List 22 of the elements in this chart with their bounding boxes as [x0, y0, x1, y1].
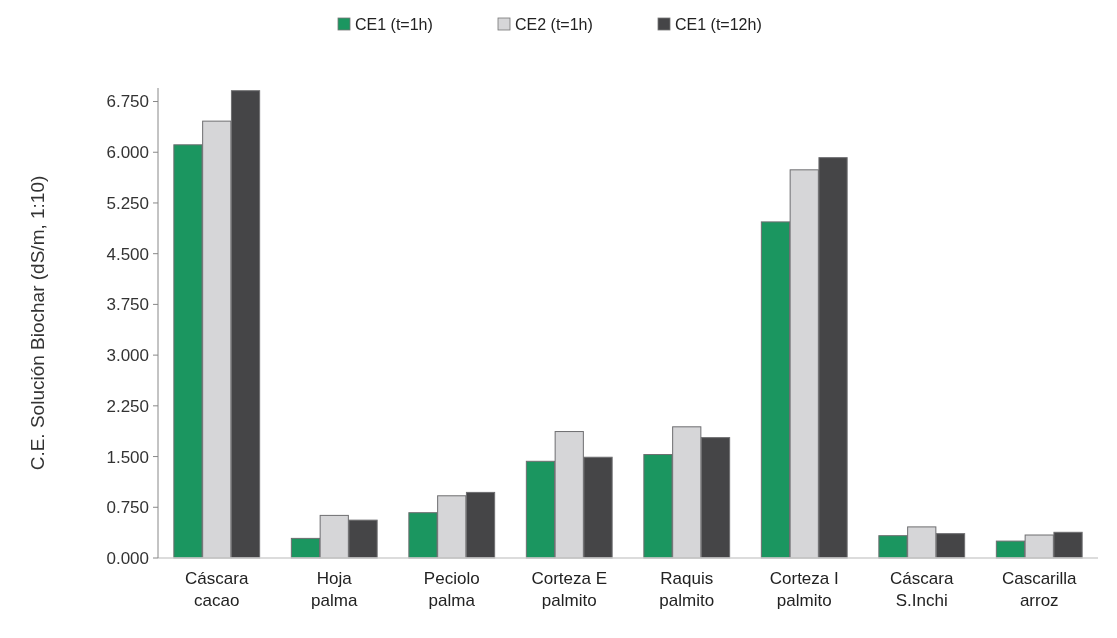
- x-tick-label: Corteza I palmito: [769, 569, 839, 610]
- y-axis-title: C.E. Solución Biochar (dS/m, 1:10): [27, 175, 48, 471]
- y-tick-label: 2.250: [106, 396, 149, 416]
- y-tick-label: 1.500: [106, 447, 149, 467]
- legend-label: CE1 (t=1h): [355, 16, 433, 33]
- y-tick-label: 3.750: [106, 295, 149, 315]
- x-tick-label: Cáscara cacao: [185, 569, 249, 610]
- x-tick-label: Cascarilla arroz: [1001, 569, 1078, 610]
- y-tick-label: 0.000: [106, 548, 149, 568]
- x-tick-label: Cáscara S.Inchi: [890, 569, 954, 610]
- y-tick-label: 4.500: [106, 244, 149, 264]
- y-tick-label: 0.750: [106, 498, 149, 518]
- y-tick-label: 6.750: [106, 92, 149, 112]
- x-tick-label: Hoja palma: [311, 569, 358, 610]
- x-tick-label: Raquis palmito: [659, 569, 715, 610]
- y-tick-label: 6.000: [106, 143, 149, 163]
- x-tick-label: Peciolo palma: [423, 569, 480, 610]
- y-tick-label: 5.250: [106, 193, 149, 213]
- legend-label: CE2 (t=1h): [515, 16, 593, 33]
- y-tick-label: 3.000: [106, 346, 149, 366]
- x-tick-label: Corteza E palmito: [531, 569, 608, 610]
- legend-label: CE1 (t=12h): [675, 16, 762, 33]
